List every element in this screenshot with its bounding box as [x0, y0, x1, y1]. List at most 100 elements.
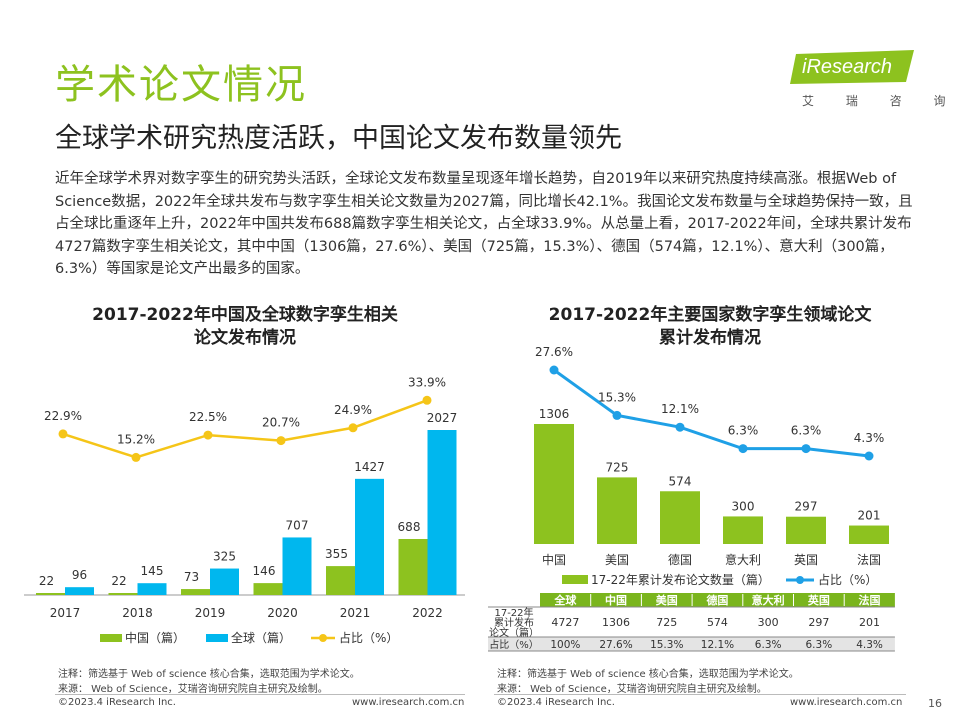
left-source: 来源： Web of Science，艾瑞咨询研究院自主研究及绘制。 — [58, 684, 328, 695]
x-tick-法国: 法国 — [857, 553, 881, 567]
table-header-德国: 德国 — [705, 593, 728, 607]
bar-china-2017 — [36, 593, 65, 595]
label-country-德国: 574 — [669, 474, 692, 488]
point-country-share-意大利 — [738, 444, 748, 454]
table-row-label-cumulative-3: 论文（篇） — [489, 626, 539, 639]
bar-country-德国 — [660, 491, 700, 544]
label-global-2017: 96 — [72, 568, 87, 582]
right-chart-title-line2: 累计发布情况 — [659, 328, 761, 348]
bar-country-中国 — [534, 424, 574, 544]
label-share-2022: 33.9% — [408, 375, 446, 389]
x-tick-2022: 2022 — [412, 606, 443, 620]
table-cell-cumulative-中国: 1306 — [602, 616, 630, 629]
page-headline: 全球学术研究热度活跃，中国论文发布数量领先 — [55, 123, 622, 154]
point-country-share-法国 — [864, 451, 874, 461]
label-share-2021: 24.9% — [334, 403, 372, 417]
right-note: 注释：筛选基于 Web of science 核心合集，选取范围为学术论文。 — [497, 669, 799, 680]
bar-country-法国 — [849, 525, 889, 544]
label-country-美国: 725 — [606, 460, 629, 474]
body-paragraph: 近年全球学术界对数字孪生的研究势头活跃，全球论文发布数量呈现逐年增长趋势，自20… — [55, 171, 913, 277]
x-tick-德国: 德国 — [668, 552, 692, 567]
label-share-2017: 22.9% — [44, 409, 82, 423]
legend-point-share — [319, 634, 327, 642]
x-tick-美国: 美国 — [605, 553, 629, 567]
bar-global-2017 — [65, 587, 94, 595]
label-country-share-英国: 6.3% — [791, 424, 822, 438]
point-share-2022 — [422, 395, 432, 405]
label-china-2021: 355 — [325, 547, 348, 561]
x-tick-2019: 2019 — [195, 606, 226, 620]
table-row-label-cumulative-2: 累计发布 — [494, 616, 534, 629]
left-chart: 22 96 2017 22 145 2018 73 325 2019 146 707 2020 355 1… — [24, 375, 465, 645]
table-header-全球: 全球 — [553, 593, 577, 607]
table-cell-share-意大利: 6.3% — [755, 639, 782, 651]
left-note: 注释：筛选基于 Web of science 核心合集，选取范围为学术论文。 — [58, 669, 360, 680]
line-share-series — [62, 399, 428, 459]
legend-point-country-share — [796, 576, 804, 584]
x-tick-中国: 中国 — [542, 552, 566, 567]
left-chart-title-line1: 2017-2022年中国及全球数字孪生相关 — [92, 305, 398, 325]
left-chart-title-line2: 论文发布情况 — [194, 328, 296, 348]
right-website[interactable]: www.iresearch.com.cn — [790, 697, 903, 708]
table-row-label-share: 占比（%） — [489, 638, 539, 651]
point-country-share-英国 — [801, 444, 811, 454]
label-china-2019: 73 — [184, 570, 199, 584]
table-cell-share-德国: 12.1% — [701, 639, 734, 651]
table-cell-cumulative-美国: 725 — [656, 616, 677, 629]
label-country-英国: 297 — [795, 500, 818, 514]
logo-wordmark: iResearch — [802, 56, 893, 78]
label-country-share-法国: 4.3% — [854, 431, 885, 445]
right-footer-divider — [494, 694, 906, 695]
bar-global-2022 — [427, 430, 457, 595]
table-cell-cumulative-英国: 297 — [808, 616, 829, 629]
x-tick-2021: 2021 — [340, 606, 371, 620]
table-row-label-cumulative-1: 17-22年 — [494, 606, 533, 619]
section-title: 学术论文情况 — [55, 62, 307, 108]
legend-label-china: 中国（篇） — [125, 630, 185, 645]
label-china-2017: 22 — [39, 574, 54, 588]
bar-global-2020 — [282, 537, 312, 595]
label-global-2020: 707 — [286, 518, 309, 532]
label-country-share-德国: 12.1% — [661, 402, 699, 416]
bar-global-2021 — [355, 478, 384, 595]
legend-swatch-global — [206, 634, 228, 642]
label-share-2020: 20.7% — [262, 416, 300, 430]
label-global-2018: 145 — [141, 564, 164, 578]
left-copyright: ©2023.4 iResearch Inc. — [58, 697, 176, 708]
label-global-2021: 1427 — [354, 460, 385, 474]
point-country-share-中国 — [549, 365, 559, 375]
logo-shape — [790, 50, 914, 84]
right-copyright: ©2023.4 iResearch Inc. — [497, 697, 615, 708]
table-header-bg — [540, 593, 895, 607]
label-china-2018: 22 — [111, 574, 126, 588]
table-cell-share-英国: 6.3% — [806, 639, 833, 651]
bar-global-2019 — [210, 568, 239, 595]
table-cell-cumulative-全球: 4727 — [551, 616, 579, 629]
label-country-意大利: 300 — [732, 499, 755, 513]
left-website[interactable]: www.iresearch.com.cn — [352, 697, 465, 708]
bar-country-英国 — [786, 516, 826, 544]
x-tick-英国: 英国 — [794, 553, 818, 567]
label-country-法国: 201 — [858, 509, 881, 523]
label-global-2022: 2027 — [427, 411, 458, 425]
point-share-2018 — [131, 452, 141, 462]
bar-china-2018 — [108, 593, 138, 595]
table-header-美国: 美国 — [656, 593, 678, 607]
left-chart-title: 2017-2022年中国及全球数字孪生相关 论文发布情况 — [60, 304, 430, 350]
table-cell-cumulative-德国: 574 — [707, 616, 728, 629]
bar-china-2020 — [253, 583, 283, 595]
legend-swatch-cumulative — [562, 575, 588, 584]
point-share-2021 — [348, 423, 358, 433]
right-chart-title-line1: 2017-2022年主要国家数字孪生领域论文 — [548, 305, 872, 325]
label-share-2019: 22.5% — [189, 410, 227, 424]
label-china-2020: 146 — [253, 564, 276, 578]
table-cell-cumulative-法国: 201 — [859, 616, 880, 629]
x-tick-2018: 2018 — [122, 606, 153, 620]
point-share-2019 — [203, 430, 213, 440]
legend-label-global: 全球（篇） — [231, 630, 291, 645]
legend-swatch-china — [100, 634, 122, 642]
label-country-share-意大利: 6.3% — [728, 424, 759, 438]
table-cell-share-中国: 27.6% — [599, 639, 632, 651]
label-country-中国: 1306 — [539, 407, 570, 421]
right-chart-title: 2017-2022年主要国家数字孪生领域论文 累计发布情况 — [500, 304, 920, 350]
